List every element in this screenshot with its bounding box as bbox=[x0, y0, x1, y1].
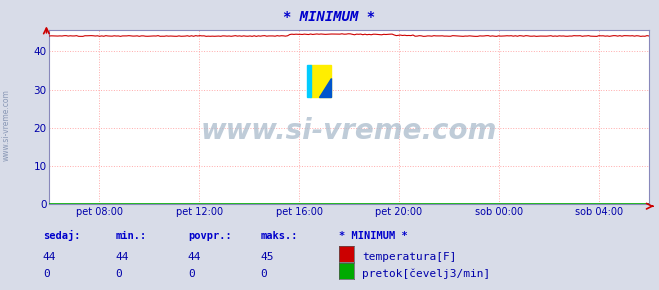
Text: sedaj:: sedaj: bbox=[43, 230, 80, 241]
Text: * MINIMUM *: * MINIMUM * bbox=[339, 231, 408, 241]
Text: 0: 0 bbox=[188, 269, 194, 279]
Text: 0: 0 bbox=[260, 269, 267, 279]
Text: 0: 0 bbox=[115, 269, 122, 279]
Text: 44: 44 bbox=[43, 251, 56, 262]
Text: 0: 0 bbox=[43, 269, 49, 279]
Text: pretok[čevelj3/min]: pretok[čevelj3/min] bbox=[362, 269, 490, 279]
Bar bbox=[307, 65, 311, 97]
Text: 45: 45 bbox=[260, 251, 273, 262]
Text: www.si-vreme.com: www.si-vreme.com bbox=[201, 117, 498, 145]
Text: povpr.:: povpr.: bbox=[188, 231, 231, 241]
Text: 44: 44 bbox=[115, 251, 129, 262]
Polygon shape bbox=[319, 78, 331, 97]
Text: www.si-vreme.com: www.si-vreme.com bbox=[2, 89, 11, 161]
Text: * MINIMUM *: * MINIMUM * bbox=[283, 10, 376, 24]
Bar bbox=[310, 65, 331, 97]
Text: min.:: min.: bbox=[115, 231, 146, 241]
Text: maks.:: maks.: bbox=[260, 231, 298, 241]
Text: 44: 44 bbox=[188, 251, 201, 262]
Text: temperatura[F]: temperatura[F] bbox=[362, 251, 456, 262]
